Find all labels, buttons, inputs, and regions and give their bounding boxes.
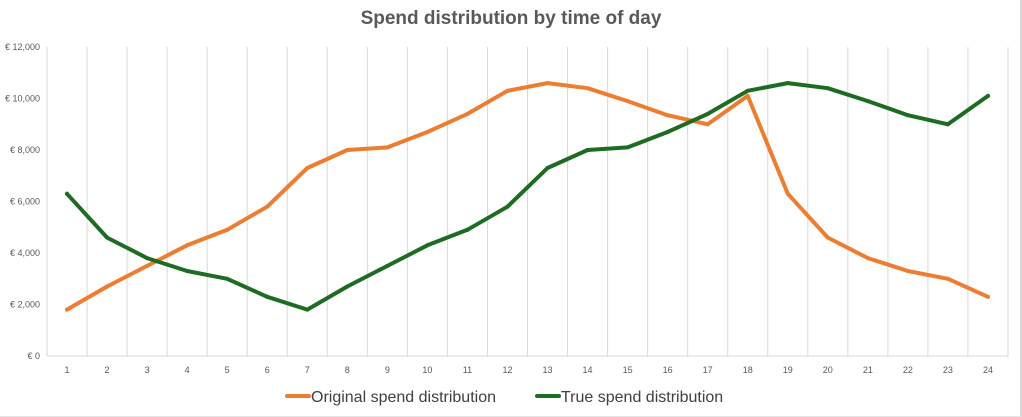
- x-tick-label: 11: [463, 365, 472, 375]
- data-point: [905, 269, 910, 274]
- y-tick-label: € 8,000: [10, 145, 40, 155]
- data-point: [425, 129, 430, 134]
- y-tick-label: € 12,000: [5, 42, 40, 52]
- data-point: [545, 81, 550, 86]
- data-point: [865, 99, 870, 104]
- data-point: [745, 93, 750, 98]
- data-point: [745, 88, 750, 93]
- legend-label: Original spend distribution: [311, 389, 496, 406]
- data-point: [945, 122, 950, 127]
- data-point: [825, 235, 830, 240]
- x-tick-label: 12: [502, 365, 512, 375]
- data-point: [185, 269, 190, 274]
- data-point: [625, 145, 630, 150]
- x-tick-label: 2: [105, 365, 110, 375]
- data-point: [465, 111, 470, 116]
- data-point: [185, 243, 190, 248]
- x-tick-label: 18: [743, 365, 753, 375]
- data-point: [225, 227, 230, 232]
- chart-title: Spend distribution by time of day: [360, 8, 662, 29]
- x-tick-label: 20: [823, 365, 833, 375]
- x-tick-label: 19: [783, 365, 793, 375]
- x-tick-label: 21: [863, 365, 873, 375]
- data-point: [545, 166, 550, 171]
- data-point: [145, 256, 150, 261]
- series-line: [65, 81, 990, 312]
- data-point: [105, 284, 110, 289]
- x-tick-label: 10: [422, 365, 432, 375]
- data-point: [385, 145, 390, 150]
- data-point: [865, 256, 870, 261]
- x-tick-label: 8: [345, 365, 350, 375]
- data-point: [65, 191, 70, 196]
- series-line: [65, 81, 990, 312]
- data-point: [385, 263, 390, 268]
- data-point: [225, 276, 230, 281]
- data-point: [905, 113, 910, 118]
- data-point: [705, 111, 710, 116]
- x-tick-label: 7: [305, 365, 310, 375]
- x-tick-label: 13: [543, 365, 553, 375]
- data-point: [465, 227, 470, 232]
- data-point: [145, 263, 150, 268]
- y-tick-label: € 4,000: [10, 248, 40, 258]
- x-tick-label: 15: [623, 365, 633, 375]
- legend: Original spend distribution True spend di…: [285, 389, 723, 406]
- data-point: [585, 86, 590, 91]
- x-tick-label: 24: [983, 365, 993, 375]
- x-tick-label: 14: [583, 365, 593, 375]
- data-point: [785, 191, 790, 196]
- data-point: [665, 129, 670, 134]
- series-lines: [65, 81, 990, 312]
- data-point: [945, 276, 950, 281]
- y-tick-label: € 2,000: [10, 300, 40, 310]
- data-point: [105, 235, 110, 240]
- y-tick-label: € 6,000: [10, 197, 40, 207]
- data-point: [425, 243, 430, 248]
- x-axis-ticks: 1 2 3 4 5 6 7 8 9 10 11 12 13 14 15 16 17 18 19 20 21 22 23 24: [65, 365, 993, 375]
- data-point: [985, 93, 990, 98]
- data-point: [705, 122, 710, 127]
- x-tick-label: 1: [65, 365, 70, 375]
- data-point: [345, 284, 350, 289]
- x-tick-label: 23: [943, 365, 953, 375]
- data-point: [665, 113, 670, 118]
- data-point: [985, 294, 990, 299]
- data-point: [265, 294, 270, 299]
- data-point: [65, 307, 70, 312]
- data-point: [305, 307, 310, 312]
- x-tick-label: 16: [663, 365, 673, 375]
- y-tick-label: € 0: [27, 351, 40, 361]
- gridlines: [46, 47, 1009, 357]
- data-point: [625, 99, 630, 104]
- x-tick-label: 22: [903, 365, 913, 375]
- data-point: [585, 148, 590, 152]
- y-tick-label: € 10,000: [5, 94, 40, 104]
- data-point: [825, 86, 830, 91]
- data-point: [305, 166, 310, 171]
- y-axis-ticks: € 0 € 2,000 € 4,000 € 6,000 € 8,000 € 10,000 €…: [5, 42, 40, 361]
- data-point: [505, 88, 510, 93]
- x-tick-label: 3: [145, 365, 150, 375]
- data-point: [265, 204, 270, 209]
- x-tick-label: 9: [385, 365, 390, 375]
- x-tick-label: 17: [703, 365, 713, 375]
- data-point: [785, 81, 790, 86]
- data-point: [505, 204, 510, 209]
- legend-label: True spend distribution: [561, 389, 723, 406]
- data-point: [345, 148, 350, 152]
- x-tick-label: 5: [225, 365, 230, 375]
- x-tick-label: 4: [185, 365, 190, 375]
- x-tick-label: 6: [265, 365, 270, 375]
